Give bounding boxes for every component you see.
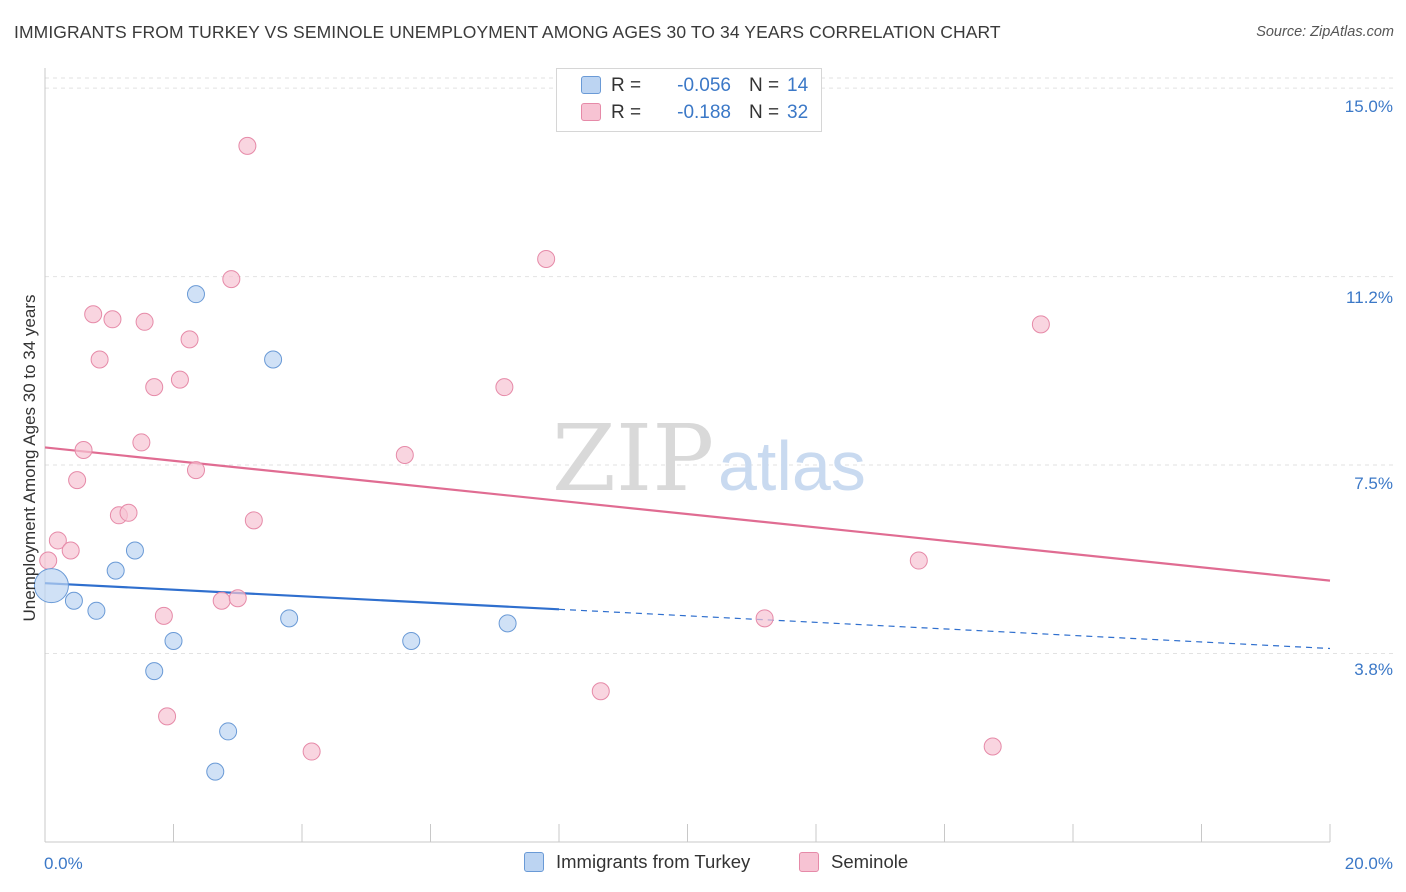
legend-r-label: R =: [611, 75, 642, 96]
point-pink: [238, 136, 257, 155]
legend-swatch-blue: [581, 76, 601, 94]
point-pink: [61, 541, 80, 560]
watermark-zip-text: ZIP: [552, 405, 714, 512]
y-tick-label: 7.5%: [1354, 474, 1393, 493]
point-pink: [755, 609, 774, 628]
point-blue: [145, 662, 164, 681]
data-points: [33, 136, 1050, 781]
point-pink: [180, 330, 199, 349]
source-label: Source: ZipAtlas.com: [1256, 24, 1394, 40]
legend-n-label: N =: [749, 75, 780, 96]
axes: [44, 68, 1331, 843]
legend-row-turkey: R = -0.056 N = 14: [581, 75, 808, 101]
point-pink: [228, 589, 247, 608]
point-pink: [84, 305, 103, 324]
x-tick-label: 20.0%: [1345, 854, 1393, 873]
point-pink: [158, 707, 177, 726]
point-pink: [302, 742, 321, 761]
point-pink: [48, 531, 67, 550]
point-pink: [495, 378, 514, 397]
point-pink: [74, 440, 93, 459]
legend-r-value: -0.056: [677, 75, 731, 96]
legend-r-value: -0.188: [677, 102, 731, 123]
point-blue: [206, 762, 225, 781]
bottom-legend-turkey: Immigrants from Turkey: [524, 851, 750, 873]
point-pink: [170, 370, 189, 389]
trend-line-pink: [44, 446, 1331, 582]
point-blue: [219, 722, 238, 741]
point-pink: [145, 378, 164, 397]
bottom-legend-swatch-blue: [524, 852, 544, 872]
point-blue: [264, 350, 283, 369]
point-blue: [164, 631, 183, 650]
point-pink: [103, 310, 122, 329]
point-pink: [39, 551, 58, 570]
bottom-legend-seminole: Seminole: [799, 851, 908, 873]
legend-row-seminole: R = -0.188 N = 32: [581, 102, 808, 128]
point-pink: [68, 471, 87, 490]
y-tick-label: 3.8%: [1354, 660, 1393, 679]
legend-n-value: 14: [787, 75, 809, 96]
point-pink: [909, 551, 928, 570]
point-blue: [106, 561, 125, 580]
chart-title: IMMIGRANTS FROM TURKEY VS SEMINOLE UNEMP…: [14, 22, 1001, 42]
point-pink: [132, 433, 151, 452]
point-blue: [87, 601, 106, 620]
x-tick-label: 0.0%: [44, 854, 83, 873]
point-blue: [186, 285, 205, 304]
point-pink: [154, 606, 173, 625]
point-pink: [537, 249, 556, 268]
point-pink: [135, 312, 154, 331]
point-pink: [90, 350, 109, 369]
legend-n-label: N =: [749, 102, 780, 123]
bottom-legend-swatch-pink: [799, 852, 819, 872]
bottom-legend-label: Seminole: [831, 851, 909, 872]
point-blue: [64, 591, 83, 610]
point-blue: [33, 568, 69, 604]
watermark: ZIP atlas: [552, 405, 866, 512]
point-blue: [402, 631, 421, 650]
y-tick-label: 11.2%: [1346, 288, 1393, 307]
legend-r-label: R =: [611, 102, 642, 123]
legend-swatch-pink: [581, 103, 601, 121]
stats-legend: R = -0.056 N = 14 R = -0.188 N = 32: [556, 68, 822, 132]
watermark-atlas-text: atlas: [718, 427, 866, 505]
point-pink: [244, 511, 263, 530]
trend-line-blue-solid: [44, 582, 560, 611]
y-tick-label: 15.0%: [1345, 97, 1393, 116]
point-pink: [395, 446, 414, 464]
legend-n-value: 32: [787, 102, 809, 123]
point-pink: [119, 503, 138, 522]
point-blue: [498, 614, 517, 633]
point-pink: [591, 682, 610, 701]
point-pink: [983, 737, 1002, 756]
point-pink: [212, 591, 231, 610]
point-blue: [280, 609, 299, 628]
tick-labels: 15.0% 11.2% 7.5% 3.8% 0.0% 20.0%: [44, 97, 1393, 873]
trend-lines: [44, 446, 1331, 650]
point-blue: [125, 541, 144, 560]
point-pink: [186, 461, 205, 480]
y-axis-label: Unemployment Among Ages 30 to 34 years: [20, 295, 39, 622]
point-pink: [222, 270, 241, 289]
trend-line-blue-dashed: [558, 608, 1331, 650]
point-pink: [1031, 315, 1050, 334]
bottom-legend-label: Immigrants from Turkey: [556, 851, 751, 872]
